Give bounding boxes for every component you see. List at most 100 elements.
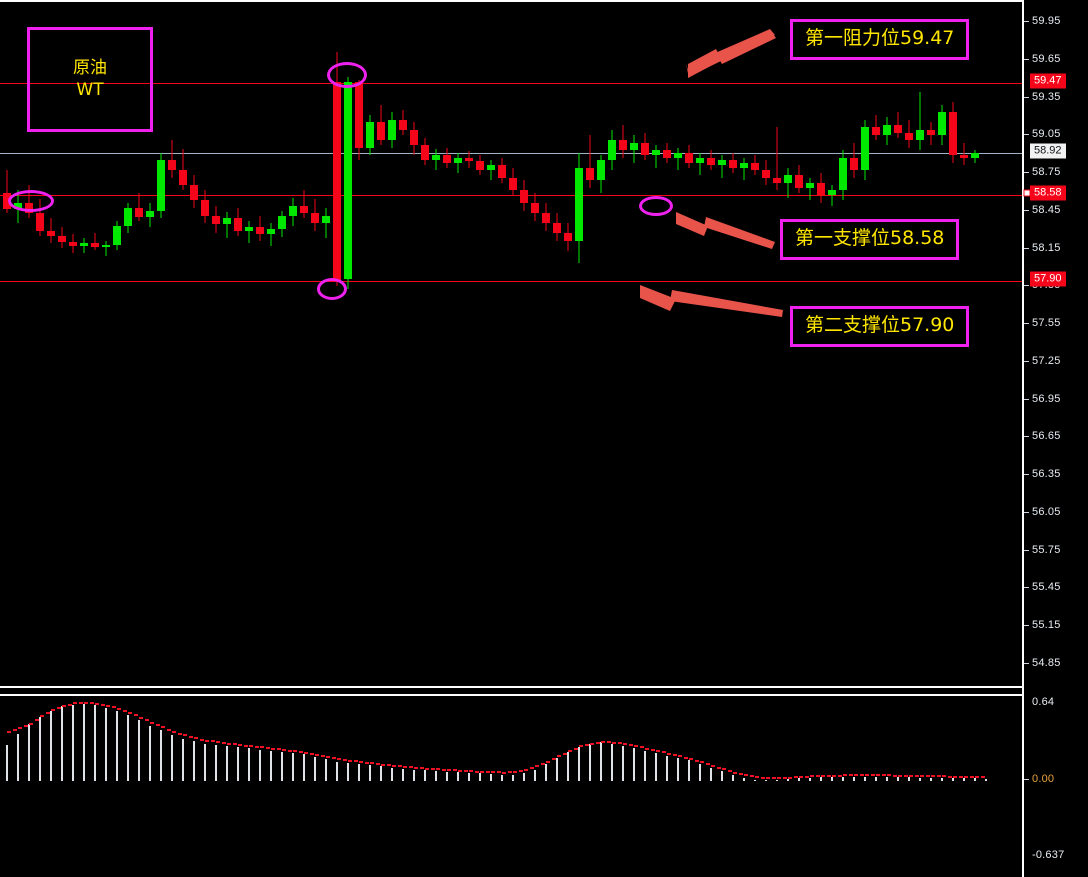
candle-body [267, 229, 275, 235]
macd-bar [325, 759, 327, 781]
candle [410, 2, 418, 686]
macd-signal-dot [18, 726, 22, 729]
candle-body [619, 140, 627, 151]
macd-signal-dot [887, 774, 891, 777]
candle-body [366, 122, 374, 148]
macd-signal-dot [733, 771, 737, 774]
macd-bar [952, 778, 954, 781]
macd-signal-dot [320, 755, 325, 758]
macd-signal-dot [166, 728, 171, 731]
macd-signal-dot [172, 730, 176, 733]
macd-signal-dot [353, 760, 358, 763]
candle-body [828, 190, 836, 196]
macd-signal-dot [276, 748, 281, 751]
axis-badge-59-47[interactable]: 59.47 [1030, 73, 1066, 89]
macd-bar [985, 778, 987, 781]
candle [355, 2, 363, 686]
candle-body [146, 210, 154, 217]
macd-signal-dot [793, 776, 798, 779]
macd-signal-dot [447, 769, 451, 772]
macd-signal-dot [716, 766, 721, 769]
candle [905, 2, 913, 686]
candle-body [168, 160, 176, 171]
macd-signal-dot [414, 766, 418, 769]
candle-body [124, 208, 132, 226]
candle-body [498, 165, 506, 178]
macd-signal-dot [348, 759, 352, 762]
candle [817, 2, 825, 686]
macd-bar [94, 705, 96, 781]
resistance-1-callout: 第一阻力位59.47 [790, 19, 970, 60]
macd-bar [523, 773, 525, 781]
candle-body [586, 167, 594, 181]
price-axis[interactable]: 59.9559.6559.3559.0558.7558.4558.1557.85… [1022, 0, 1088, 877]
macd-signal-dot [298, 751, 303, 754]
macd-signal-dot [623, 743, 627, 746]
macd-signal-dot [128, 712, 132, 714]
candle-wick [655, 145, 657, 168]
candle-wick [743, 157, 745, 181]
macd-bar [193, 741, 195, 781]
macd-signal-dot [199, 738, 204, 741]
macd-bar [248, 748, 250, 781]
candle [828, 2, 836, 686]
macd-bar [754, 779, 756, 781]
axis-badge-58-58[interactable]: 58.58 [1030, 185, 1066, 201]
candle [509, 2, 517, 686]
macd-signal-dot [749, 775, 754, 778]
axis-tick-label: 54.85 [1032, 657, 1061, 669]
candle-body [773, 177, 781, 183]
macd-signal-dot [342, 758, 347, 761]
candle-body [410, 130, 418, 146]
macd-signal-dot [969, 775, 974, 778]
candle-body [388, 119, 396, 141]
macd-bar [809, 777, 811, 781]
candle [366, 2, 374, 686]
candle [179, 2, 187, 686]
macd-signal-dot [854, 774, 858, 777]
candle-body [80, 243, 88, 246]
highlight-ellipse-3 [639, 196, 673, 216]
macd-bar [644, 750, 646, 781]
macd-signal-dot [452, 769, 457, 772]
macd-signal-dot [430, 768, 435, 771]
macd-signal-dot [287, 749, 292, 752]
candle-wick [325, 208, 327, 239]
price-chart-panel[interactable]: 原油 WT 第一阻力位59.47 第一支撑位58.58 第二支撑位57.90 [0, 0, 1022, 688]
macd-bar [589, 743, 591, 781]
candle [146, 2, 154, 686]
macd-signal-dot [876, 774, 880, 777]
candle-body [685, 152, 693, 163]
macd-signal-dot [485, 771, 490, 774]
candle-wick [138, 192, 140, 221]
macd-bar [611, 743, 613, 781]
macd-indicator-panel[interactable] [0, 694, 1022, 877]
candle [223, 2, 231, 686]
macd-signal-dot [326, 756, 330, 758]
macd-bar [655, 753, 657, 781]
axis-tick-label: 56.65 [1032, 430, 1061, 443]
macd-signal-dot [584, 744, 589, 747]
candle-body [289, 205, 297, 216]
candle [740, 2, 748, 686]
macd-signal-dot [661, 751, 666, 754]
macd-signal-dot [513, 770, 517, 773]
macd-bar [490, 774, 492, 781]
macd-bar [105, 707, 107, 781]
macd-bar [479, 773, 481, 781]
candle-wick [677, 147, 679, 171]
axis-badge-57-90[interactable]: 57.90 [1030, 271, 1066, 287]
macd-signal-dot [496, 771, 501, 774]
candle [234, 2, 242, 686]
macd-bar [743, 778, 745, 781]
candle-body [322, 215, 330, 224]
macd-signal-dot [634, 745, 638, 748]
axis-badge-58-92[interactable]: 58.92 [1030, 143, 1066, 159]
macd-signal-dot [265, 747, 270, 750]
macd-signal-dot [518, 769, 523, 772]
support-2-callout: 第二支撑位57.90 [790, 306, 970, 347]
macd-bar [732, 774, 734, 781]
macd-bar [160, 730, 162, 781]
candle-body [641, 142, 649, 156]
candle-wick [776, 127, 778, 191]
